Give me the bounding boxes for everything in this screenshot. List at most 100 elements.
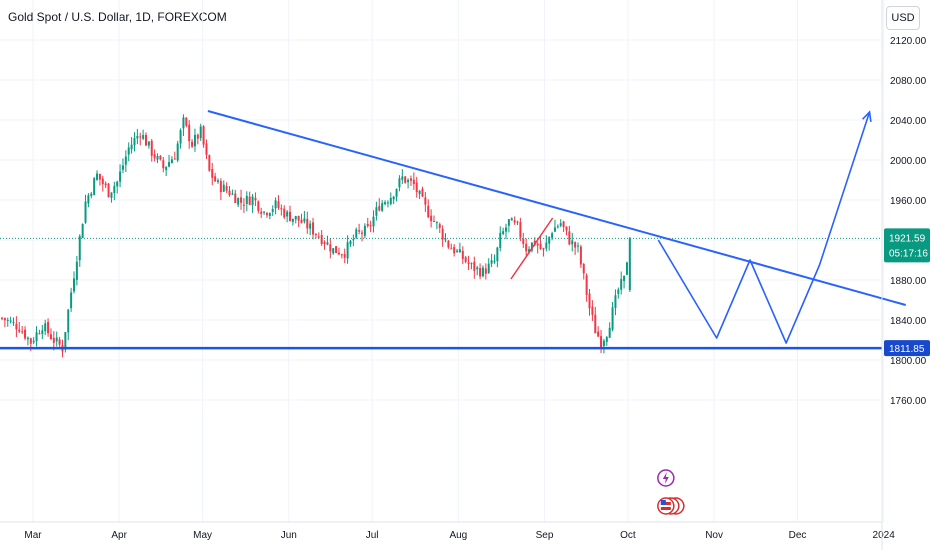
candle (424, 192, 427, 212)
y-tick-label: 2040.00 (890, 116, 927, 127)
candle (251, 194, 254, 213)
candle (340, 253, 343, 259)
y-tick-label: 1960.00 (890, 196, 927, 207)
projection-path[interactable] (657, 111, 871, 344)
candle (18, 321, 21, 334)
candle (542, 247, 545, 257)
candle (401, 169, 404, 185)
lightning-event-icon[interactable] (657, 469, 675, 487)
candle (384, 200, 387, 206)
candle (366, 217, 369, 228)
y-tick-label: 1840.00 (890, 316, 927, 327)
candle (26, 336, 29, 346)
candle (12, 317, 15, 326)
candle (145, 132, 147, 146)
candle (64, 332, 67, 353)
x-tick-label: May (193, 530, 212, 541)
support-price-label: 1811.85 (889, 344, 925, 355)
candle (58, 336, 61, 348)
candle (87, 193, 90, 208)
candle (78, 234, 81, 267)
candle (577, 242, 579, 253)
candle (193, 128, 196, 152)
x-tick-label: Aug (449, 530, 467, 541)
candle (248, 191, 251, 206)
candle (32, 337, 35, 345)
candle (188, 120, 191, 149)
candle (329, 238, 332, 259)
candle (346, 235, 349, 264)
candle (507, 218, 510, 233)
candle (435, 221, 438, 229)
candle (317, 232, 320, 239)
candle (286, 210, 289, 223)
currency-button[interactable]: USD (886, 6, 920, 30)
candle (499, 226, 502, 252)
candle (289, 205, 291, 222)
candle (591, 300, 594, 321)
candle (314, 233, 317, 239)
candle (467, 255, 470, 270)
candle (81, 223, 84, 239)
candle (15, 316, 18, 338)
candle (464, 255, 467, 264)
candle (1, 316, 3, 321)
candle (35, 326, 38, 347)
candle (565, 226, 568, 236)
candle (199, 123, 202, 141)
candle (124, 150, 127, 173)
candle (260, 207, 263, 219)
candle (263, 210, 266, 215)
candle (562, 220, 565, 232)
chart-title: Gold Spot / U.S. Dollar, 1D, FOREXCOM (8, 10, 227, 24)
candle (404, 175, 407, 184)
candle (73, 271, 75, 294)
candle (487, 258, 490, 274)
candle (297, 215, 300, 227)
candle (502, 227, 505, 236)
candle (153, 149, 156, 162)
economic-events-flag-icon[interactable] (657, 497, 685, 515)
candle (389, 192, 392, 206)
candle (205, 139, 208, 159)
candle (513, 216, 516, 225)
candle (551, 231, 554, 241)
candle (291, 218, 294, 226)
candle (372, 210, 375, 233)
candle (268, 212, 271, 220)
candle (415, 176, 418, 198)
x-tick-label: Jun (281, 530, 297, 541)
candle (381, 200, 384, 212)
candle (421, 186, 424, 197)
candle (361, 230, 363, 242)
candle (430, 209, 433, 228)
candle (49, 328, 52, 341)
candle (156, 153, 159, 163)
y-tick-label: 1760.00 (890, 396, 927, 407)
candle (553, 219, 556, 232)
candle (208, 154, 211, 172)
candle (441, 225, 444, 247)
candle (303, 210, 306, 224)
candle (369, 220, 372, 233)
candle (277, 195, 280, 210)
candle (605, 335, 608, 346)
descending-trendline[interactable] (207, 110, 906, 306)
candle (332, 248, 335, 255)
candle (162, 157, 165, 173)
candle (110, 192, 113, 203)
current-price-tag (884, 228, 930, 263)
candle (375, 201, 378, 221)
candle (597, 326, 600, 338)
candle (378, 198, 381, 212)
candle (170, 156, 173, 164)
candle (447, 239, 450, 249)
candle (142, 129, 145, 141)
y-tick-label: 1800.00 (890, 356, 927, 367)
candle (294, 215, 297, 224)
candle (75, 256, 78, 286)
candle (202, 125, 205, 148)
red-trend-segment[interactable] (510, 217, 554, 280)
candle (231, 189, 234, 196)
